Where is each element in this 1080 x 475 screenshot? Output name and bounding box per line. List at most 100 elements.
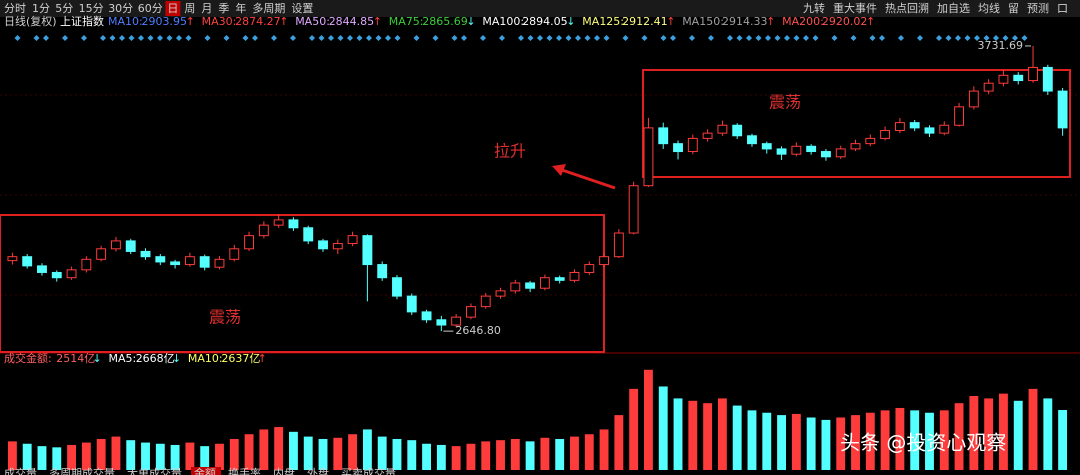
ma-label: MA10:	[108, 15, 143, 28]
candle-body	[466, 306, 476, 318]
tool-button[interactable]: 留	[1008, 2, 1019, 15]
candle-body	[199, 256, 210, 268]
candle-body	[643, 127, 654, 187]
event-marker	[556, 35, 562, 41]
event-marker	[527, 35, 534, 41]
candle-body	[155, 256, 166, 263]
tool-button[interactable]: 预测	[1027, 2, 1049, 15]
event-marker	[271, 35, 277, 41]
period-button[interactable]: 月	[201, 2, 212, 15]
candle-body	[229, 248, 240, 260]
candle-body	[421, 311, 432, 321]
bottom-tab[interactable]: 外盘	[307, 466, 329, 475]
volume-bar	[555, 438, 565, 470]
low-label: 2646.80	[455, 324, 501, 337]
tool-button[interactable]: 加自选	[937, 2, 970, 15]
bottom-tab[interactable]: 买卖成交量	[341, 466, 396, 475]
tool-button[interactable]: 热点回溯	[885, 2, 929, 15]
period-button[interactable]: 季	[218, 2, 229, 15]
high-label: 3731.69	[978, 39, 1024, 52]
ma-label: MA150:	[682, 15, 724, 28]
volume-bar	[126, 440, 136, 470]
volume-bar	[954, 403, 964, 470]
period-button[interactable]: 15分	[79, 2, 104, 15]
volume-bar	[362, 429, 372, 470]
ma-value: 2865.69	[422, 15, 468, 28]
event-marker	[242, 35, 249, 41]
volume-bar	[185, 442, 195, 470]
volume-bar	[303, 436, 313, 470]
volume-legend-label: MA5:	[109, 352, 137, 365]
volume-bar	[170, 444, 180, 470]
bottom-tab[interactable]: 多周期成交量	[49, 466, 115, 475]
event-marker	[185, 35, 192, 41]
active-tab-bg	[165, 1, 181, 16]
bottom-tab[interactable]: 金额	[194, 466, 216, 475]
event-marker	[518, 35, 524, 41]
candle-body	[850, 143, 861, 150]
event-marker	[166, 35, 173, 41]
ma-value: 2903.95	[142, 15, 188, 28]
period-button[interactable]: 30分	[108, 2, 133, 15]
candle-body	[628, 185, 639, 234]
event-marker	[119, 35, 125, 41]
event-marker	[603, 35, 610, 41]
period-button[interactable]: 年	[235, 1, 246, 15]
event-marker	[385, 35, 391, 41]
event-marker	[252, 35, 258, 41]
tool-button[interactable]: 均线	[978, 1, 1000, 15]
period-button[interactable]: 5分	[55, 2, 73, 15]
volume-bar	[407, 440, 417, 470]
event-marker	[793, 35, 800, 41]
volume-bar	[259, 429, 269, 470]
candle-body	[451, 316, 462, 326]
volume-legend-label: 成交金额:	[4, 351, 52, 365]
volume-bar	[1043, 398, 1053, 470]
candle-body	[214, 258, 225, 268]
volume-bar	[525, 441, 535, 470]
candle-body	[747, 135, 757, 145]
period-button[interactable]: 分时	[4, 2, 26, 15]
ma-trend: ↓	[466, 15, 475, 28]
candle-body	[66, 269, 77, 279]
chart-title: 日线(复权)	[4, 14, 57, 28]
bottom-tab[interactable]: 换手率	[228, 466, 261, 475]
event-marker	[328, 35, 334, 41]
volume-bar	[318, 438, 328, 470]
period-button[interactable]: 60分	[138, 2, 163, 15]
bottom-tab[interactable]: 内盘	[273, 466, 295, 475]
event-marker	[727, 35, 733, 41]
tool-button[interactable]: 重大事件	[833, 1, 877, 15]
bottom-tab[interactable]: 大单成交量	[127, 466, 182, 475]
tool-button[interactable]: 口	[1057, 2, 1068, 15]
candle-body	[554, 277, 565, 281]
candle-body	[362, 235, 373, 266]
volume-legend-value: 2637亿	[221, 352, 260, 365]
candle-body	[525, 282, 536, 289]
period-button[interactable]: 多周期	[252, 1, 285, 15]
ma-trend: ↑	[666, 15, 675, 28]
bottom-tab[interactable]: 成交量	[4, 466, 37, 475]
volume-bar	[880, 410, 890, 470]
candle-body	[939, 124, 950, 134]
volume-bar	[925, 412, 934, 470]
event-marker	[594, 35, 600, 41]
event-marker	[584, 35, 591, 41]
event-marker	[898, 35, 904, 41]
event-marker	[689, 35, 695, 41]
volume-bar	[200, 446, 210, 470]
candle-body	[1013, 74, 1024, 82]
ma-value: 2874.27	[235, 15, 281, 28]
period-button[interactable]: 日	[167, 2, 178, 15]
candle-body	[392, 277, 402, 297]
volume-bar	[96, 438, 106, 470]
period-button[interactable]: 周	[184, 2, 195, 15]
candle-body	[170, 261, 181, 266]
tool-button[interactable]: 九转	[803, 1, 825, 15]
event-marker	[157, 35, 163, 41]
candle-body	[673, 143, 683, 153]
volume-bar	[806, 417, 816, 470]
period-button[interactable]: 设置	[291, 2, 313, 15]
period-button[interactable]: 1分	[32, 2, 50, 15]
